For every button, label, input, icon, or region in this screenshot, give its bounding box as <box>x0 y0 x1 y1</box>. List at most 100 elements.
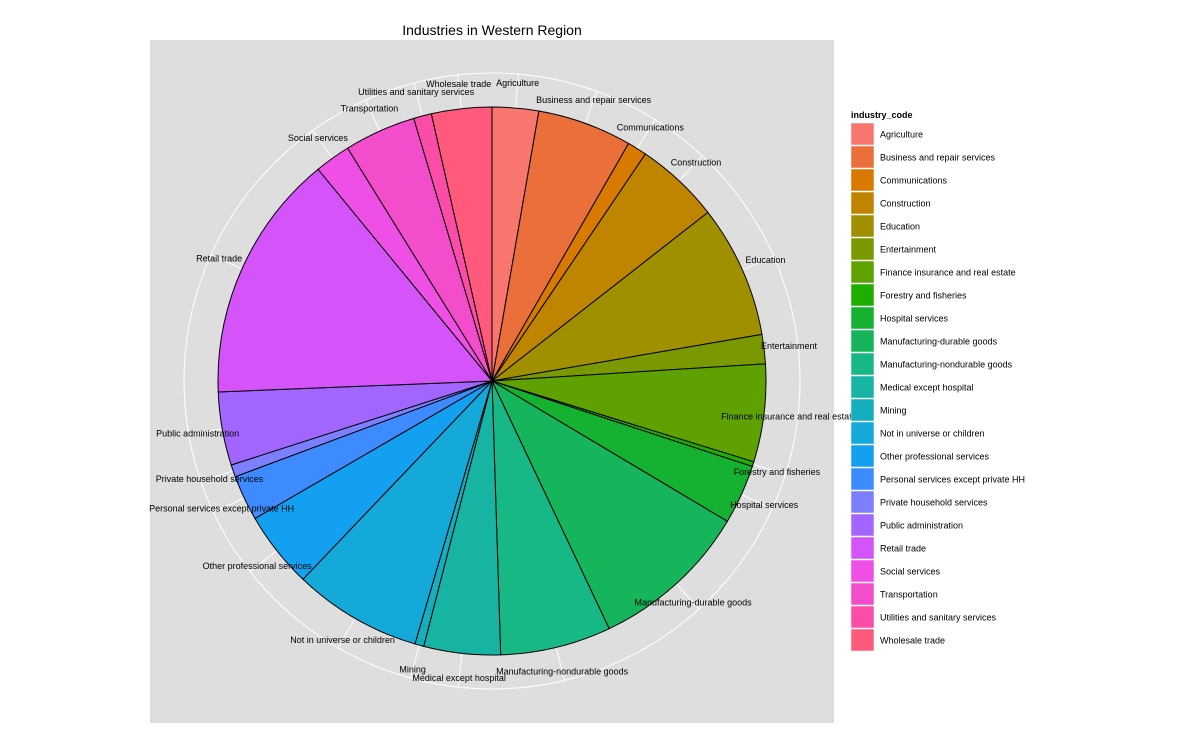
legend-key-construction <box>850 191 875 215</box>
slice-label-education: Education <box>745 255 785 265</box>
slice-label-private-household-services: Private household services <box>156 474 264 484</box>
legend-label-transportation: Transportation <box>880 590 938 600</box>
legend-label-communications: Communications <box>880 176 948 186</box>
grid-radial <box>200 470 234 483</box>
grid-radial <box>312 130 333 159</box>
slice-label-medical-except-hospital: Medical except hospital <box>412 673 506 683</box>
slice-label-utilities-and-sanitary-services: Utilities and sanitary services <box>358 87 475 97</box>
chart-title: Industries in Western Region <box>402 22 582 38</box>
legend-label-agriculture: Agriculture <box>880 130 923 140</box>
legend-label-entertainment: Entertainment <box>880 245 937 255</box>
legend-title: industry_code <box>851 110 913 120</box>
legend-key-hospital-services <box>850 306 875 330</box>
legend-key-other-professional-services <box>850 444 875 468</box>
legend-label-public-administration: Public administration <box>880 521 963 531</box>
grid-radial <box>764 344 798 350</box>
legend-key-private-household-services <box>850 490 875 514</box>
slice-label-other-professional-services: Other professional services <box>203 561 313 571</box>
slice-wholesale-trade <box>430 106 493 382</box>
grid-radial <box>457 653 463 688</box>
grid-radial <box>188 428 223 436</box>
legend-key-not-in-universe-or-children <box>850 421 875 445</box>
legend-label-social-services: Social services <box>880 567 941 577</box>
legend-key-entertainment <box>850 237 875 261</box>
grid-radial <box>752 463 786 475</box>
slice-label-not-in-universe-or-children: Not in universe or children <box>290 635 395 645</box>
legend-key-manufacturing-durable-goods <box>850 329 875 353</box>
grid-radial <box>457 74 462 109</box>
legend-key-business-and-repair-services <box>850 145 875 169</box>
slice-label-social-services: Social services <box>288 133 349 143</box>
grid-circle <box>183 72 801 690</box>
slice-label-transportation: Transportation <box>341 103 399 113</box>
legend-key-manufacturing-nondurable-goods <box>850 352 875 376</box>
slice-education <box>491 211 763 382</box>
slice-label-finance-insurance-and-real-estate: Finance insurance and real estate <box>721 411 857 421</box>
pie-slices <box>217 106 767 656</box>
legend-key-communications <box>850 168 875 192</box>
legend-key-transportation <box>850 582 875 606</box>
legend-label-other-professional-services: Other professional services <box>880 452 990 462</box>
legend-label-construction: Construction <box>880 199 931 209</box>
slice-label-hospital-services: Hospital services <box>730 500 799 510</box>
grid-radial <box>764 412 798 418</box>
slice-label-construction: Construction <box>671 157 722 167</box>
legend-label-personal-services-except-private-hh: Personal services except private HH <box>880 475 1025 485</box>
legend-key-wholesale-trade <box>850 628 875 652</box>
legend-label-wholesale-trade: Wholesale trade <box>880 636 945 646</box>
grid-radial <box>742 255 774 271</box>
slice-manufacturing-durable-goods <box>490 379 729 630</box>
slice-label-forestry-and-fisheries: Forestry and fisheries <box>734 467 821 477</box>
slice-label-wholesale-trade: Wholesale trade <box>426 79 491 89</box>
grid-radial <box>636 119 656 149</box>
slice-label-agriculture: Agriculture <box>496 78 539 88</box>
grid-radial <box>249 550 278 573</box>
legend-label-hospital-services: Hospital services <box>880 314 949 324</box>
grid-radial <box>409 645 420 679</box>
slice-label-personal-services-except-private-hh: Personal services except private HH <box>149 504 294 514</box>
slice-not-in-universe-or-children <box>302 380 493 645</box>
legend-key-retail-trade <box>850 536 875 560</box>
legend-label-not-in-universe-or-children: Not in universe or children <box>880 429 985 439</box>
legend-key-education <box>850 214 875 238</box>
legend-items: Agriculture Business and repair services C… <box>850 122 1025 652</box>
legend-label-retail-trade: Retail trade <box>880 544 926 554</box>
legend-label-mining: Mining <box>880 406 907 416</box>
legend-label-business-and-repair-services: Business and repair services <box>880 153 996 163</box>
grid-radial <box>413 82 423 117</box>
legend-key-personal-services-except-private-hh <box>850 467 875 491</box>
grid-radial <box>678 155 703 182</box>
slice-label-communications: Communications <box>617 122 685 132</box>
slice-labels: Agriculture Business and repair services C… <box>149 78 857 683</box>
legend-key-utilities-and-sanitary-services <box>850 605 875 629</box>
grid-radial <box>741 494 773 510</box>
legend-label-medical-except-hospital: Medical except hospital <box>880 383 974 393</box>
slice-label-public-administration: Public administration <box>156 428 239 438</box>
legend-label-private-household-services: Private household services <box>880 498 988 508</box>
grid-radial <box>675 583 700 610</box>
legend-label-education: Education <box>880 222 920 232</box>
legend-label-manufacturing-durable-goods: Manufacturing-durable goods <box>880 337 998 347</box>
slice-label-mining: Mining <box>399 664 426 674</box>
legend-label-finance-insurance-and-real-estate: Finance insurance and real estate <box>880 268 1016 278</box>
slice-retail-trade <box>217 168 494 393</box>
legend-label-manufacturing-nondurable-goods: Manufacturing-nondurable goods <box>880 360 1013 370</box>
slice-label-entertainment: Entertainment <box>761 341 818 351</box>
grid-radial <box>213 497 245 513</box>
legend-key-social-services <box>850 559 875 583</box>
legend-key-public-administration <box>850 513 875 537</box>
legend-label-utilities-and-sanitary-services: Utilities and sanitary services <box>880 613 997 623</box>
grid-radial <box>555 647 565 681</box>
legend-key-mining <box>850 398 875 422</box>
grid-radial <box>210 254 243 270</box>
grid-radial <box>337 618 356 649</box>
grid-radial <box>584 91 598 124</box>
slice-label-manufacturing-nondurable-goods: Manufacturing-nondurable goods <box>496 667 629 677</box>
legend-key-agriculture <box>850 122 875 146</box>
legend-label-forestry-and-fisheries: Forestry and fisheries <box>880 291 967 301</box>
legend-key-medical-except-hospital <box>850 375 875 399</box>
slice-label-business-and-repair-services: Business and repair services <box>536 95 652 105</box>
legend-key-finance-insurance-and-real-estate <box>850 260 875 284</box>
legend-key-forestry-and-fisheries <box>850 283 875 307</box>
